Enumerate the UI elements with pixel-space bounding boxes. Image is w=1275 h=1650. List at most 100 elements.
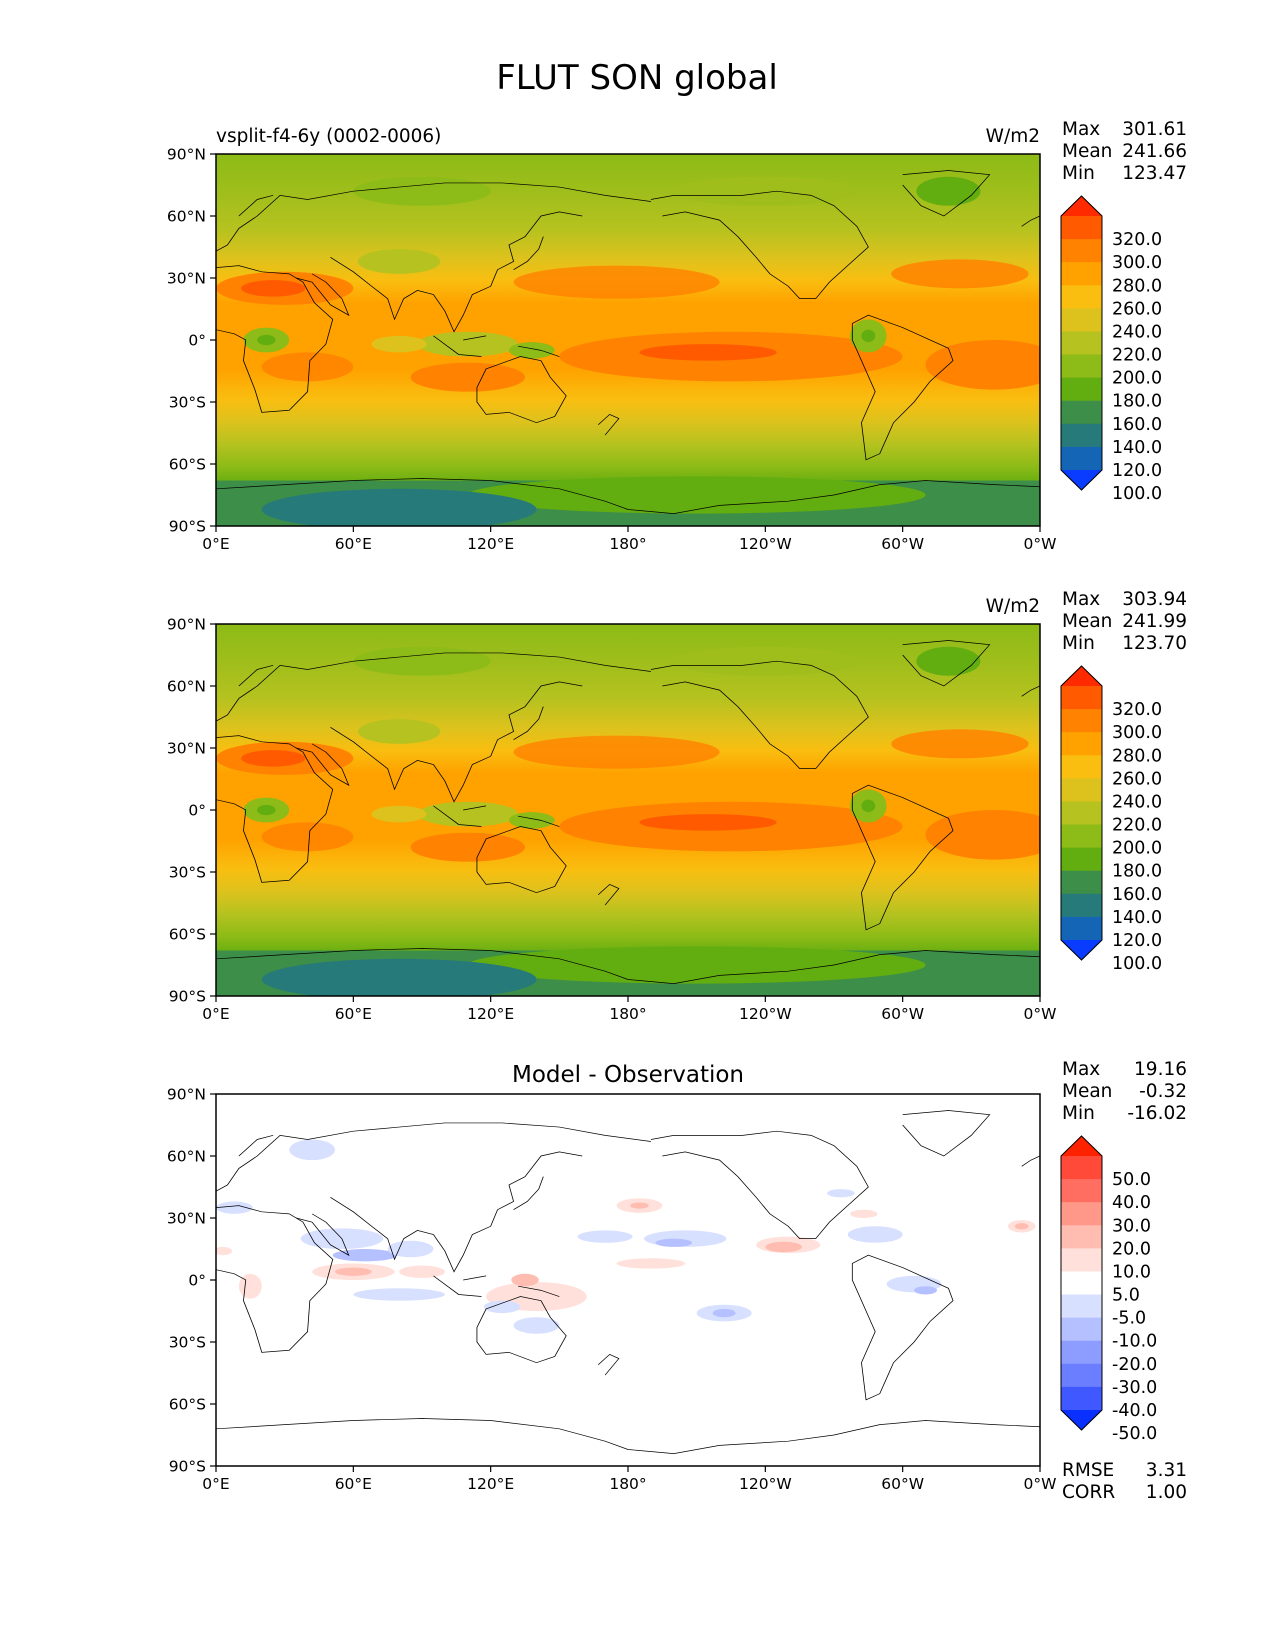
lat-tick-label: 30°N <box>167 1210 206 1228</box>
lat-tick-label: 60°S <box>169 456 206 474</box>
stat-min-label: Min <box>1062 1103 1095 1124</box>
metric-rmse-label: RMSE <box>1062 1460 1114 1481</box>
lon-tick-label: 120°E <box>467 1005 514 1023</box>
stat-min-value: 123.70 <box>1122 633 1187 654</box>
stat-max-value: 303.94 <box>1122 589 1187 610</box>
colorbar-segment <box>1061 1340 1102 1365</box>
colorbar-segment <box>1061 1271 1102 1296</box>
colorbar-segment <box>1061 870 1102 895</box>
stat-mean-value: 241.99 <box>1122 611 1187 632</box>
stat-max-value: 301.61 <box>1122 119 1187 140</box>
lat-tick-label: 60°N <box>167 1148 206 1166</box>
colorbar-label: 140.0 <box>1112 908 1162 928</box>
figure-title: FLUT SON global <box>496 58 778 98</box>
stat-min-value: 123.47 <box>1122 163 1187 184</box>
units-label: W/m2 <box>986 126 1040 147</box>
colorbar-label: 180.0 <box>1112 862 1162 882</box>
metric-corr-value: 1.00 <box>1146 1482 1187 1503</box>
colorbar-extend-min <box>1061 940 1102 960</box>
colorbar-label: 50.0 <box>1112 1170 1151 1190</box>
colorbar-outline <box>1060 195 1103 491</box>
lat-tick-label: 60°S <box>169 1396 206 1414</box>
lat-tick-label: 90°S <box>169 1458 206 1476</box>
lat-tick-label: 30°S <box>169 1334 206 1352</box>
lat-tick-label: 90°N <box>167 1086 206 1104</box>
panel-difference: Model - Observation 90°N 60°N 30°N 0° 30°S 60°… <box>167 1059 1187 1503</box>
colorbar-segment <box>1061 1386 1102 1411</box>
colorbar-segment <box>1061 686 1102 710</box>
lon-tick-label: 0°W <box>1024 1005 1057 1023</box>
stat-min-label: Min <box>1062 163 1095 184</box>
colorbar-outline <box>1060 665 1103 961</box>
colorbar-label: -40.0 <box>1112 1401 1157 1421</box>
colorbar-label: 300.0 <box>1112 253 1162 273</box>
lon-tick-label: 0°E <box>202 1475 229 1493</box>
colorbar-label: 280.0 <box>1112 276 1162 296</box>
colorbar-segment <box>1061 308 1102 332</box>
colorbar-label: 280.0 <box>1112 746 1162 766</box>
lon-tick-label: 0°W <box>1024 535 1057 553</box>
lon-tick-label: 0°E <box>202 535 229 553</box>
colorbar-label: 320.0 <box>1112 700 1162 720</box>
stat-max-label: Max <box>1062 589 1100 610</box>
colorbar-extend-min <box>1061 470 1102 490</box>
colorbar-segment <box>1061 916 1102 941</box>
stat-max-value: 19.16 <box>1134 1059 1187 1080</box>
panel-test: vsplit-f4-6y (0002-0006) W/m2 90°N 60°N 30°N… <box>167 119 1187 553</box>
lon-tick-label: 180° <box>609 535 646 553</box>
metric-rmse-value: 3.31 <box>1146 1460 1187 1481</box>
colorbar-label: 240.0 <box>1112 792 1162 812</box>
colorbar-segment <box>1061 239 1102 263</box>
colorbar-segment <box>1061 1294 1102 1319</box>
stat-mean-label: Mean <box>1062 1081 1112 1102</box>
lat-tick-label: 90°S <box>169 518 206 536</box>
colorbar-segment <box>1061 1248 1102 1272</box>
colorbar-segment <box>1061 1202 1102 1226</box>
colorbar-segment <box>1061 400 1102 425</box>
colorbar-label: 200.0 <box>1112 839 1162 859</box>
colorbar-segment <box>1061 331 1102 356</box>
lon-tick-label: 120°W <box>739 1475 792 1493</box>
colorbar-segment <box>1061 216 1102 240</box>
colorbar-outline <box>1060 1135 1103 1431</box>
colorbar-segment <box>1061 755 1102 779</box>
stat-mean-label: Mean <box>1062 611 1112 632</box>
colorbar-segment <box>1061 377 1102 402</box>
lon-tick-label: 0°E <box>202 1005 229 1023</box>
stat-max-label: Max <box>1062 1059 1100 1080</box>
colorbar-extend-max <box>1061 1136 1102 1156</box>
colorbar-label: 180.0 <box>1112 392 1162 412</box>
lon-tick-label: 120°E <box>467 535 514 553</box>
lon-tick-label: 120°W <box>739 535 792 553</box>
colorbar-segment <box>1061 709 1102 733</box>
colorbar-extend-max <box>1061 666 1102 686</box>
colorbar-segment <box>1061 801 1102 826</box>
lon-tick-label: 60°W <box>881 535 924 553</box>
colorbar-label: 120.0 <box>1112 931 1162 951</box>
colorbar-segment <box>1061 732 1102 756</box>
colorbar-segment <box>1061 262 1102 286</box>
colorbar-extend-min <box>1061 1410 1102 1430</box>
colorbar-label: 100.0 <box>1112 954 1162 974</box>
lat-tick-label: 0° <box>188 802 206 820</box>
lat-tick-label: 0° <box>188 332 206 350</box>
map-field <box>216 154 1040 526</box>
stat-max-label: Max <box>1062 119 1100 140</box>
colorbar-extend-max <box>1061 196 1102 216</box>
colorbar: 320.0 300.0 280.0 260.0 240.0 220.0 200.0 180.0… <box>1060 665 1162 974</box>
lat-tick-label: 30°S <box>169 864 206 882</box>
panel-left-title: vsplit-f4-6y (0002-0006) <box>216 126 441 147</box>
colorbar-label: 300.0 <box>1112 723 1162 743</box>
lat-tick-label: 60°N <box>167 208 206 226</box>
colorbar-segment <box>1061 824 1102 849</box>
lat-tick-label: 60°N <box>167 678 206 696</box>
colorbar-label: 220.0 <box>1112 346 1162 366</box>
units-label: W/m2 <box>986 596 1040 617</box>
colorbar-label: 120.0 <box>1112 461 1162 481</box>
lon-tick-label: 60°E <box>335 535 372 553</box>
colorbar-segment <box>1061 1363 1102 1388</box>
colorbar-segment <box>1061 285 1102 309</box>
lon-tick-label: 60°E <box>335 1475 372 1493</box>
lat-tick-label: 30°S <box>169 394 206 412</box>
